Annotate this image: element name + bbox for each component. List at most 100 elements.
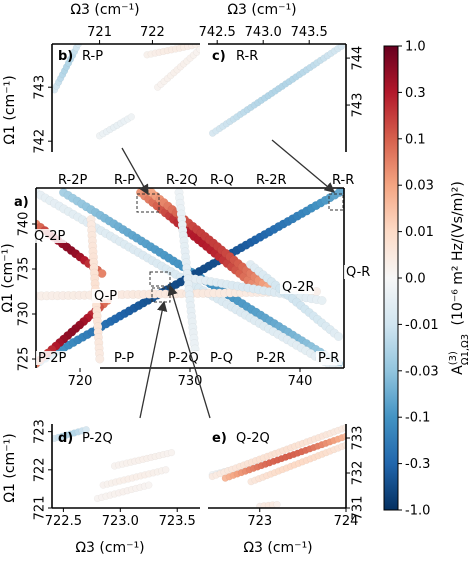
panel-a-ylabel: Ω1 (cm⁻¹) xyxy=(0,243,16,312)
colorbar-tick-label: -1.0 xyxy=(405,504,430,519)
panel-d-label: d) xyxy=(58,431,73,446)
panel-a-ytick-label: 740 xyxy=(17,212,32,237)
zoom-arrow xyxy=(139,300,168,419)
panel-a-xtick-label: 740 xyxy=(288,374,313,389)
region-label-bg xyxy=(344,265,370,279)
panel-c-xtick-label: 743.5 xyxy=(291,25,328,40)
panel-c-label: c) xyxy=(212,49,226,64)
panel-d-ylabel: Ω1 (cm⁻¹) xyxy=(2,433,18,502)
region-label-bg xyxy=(254,351,288,365)
panel-a-region-label: P-R xyxy=(318,351,339,366)
region-label-bg xyxy=(316,351,342,365)
region-label-bg xyxy=(56,173,90,187)
colorbar-tick-label: -0.1 xyxy=(405,411,430,426)
panel-a-region-label: P-Q xyxy=(210,351,233,366)
scatter-point-a-s11 xyxy=(334,332,344,342)
colorbar-tick-label: -0.03 xyxy=(405,364,439,379)
panel-a-ytick-label: 735 xyxy=(17,257,32,282)
panel-d-ytick-label: 722 xyxy=(33,457,48,482)
region-label-bg xyxy=(32,229,66,243)
colorbar-gradient xyxy=(383,45,399,511)
zoom-arrow xyxy=(121,147,149,196)
colorbar-tick-label: 1.0 xyxy=(405,40,426,55)
scatter-point-d-s3 xyxy=(145,481,153,489)
region-label-bg xyxy=(166,351,200,365)
panel-c-xtick-label: 743.0 xyxy=(245,25,282,40)
zoom-box xyxy=(328,193,344,211)
region-label-bg xyxy=(92,289,118,303)
panel-a-region-label: R-P xyxy=(114,173,135,188)
region-label-bg xyxy=(208,173,234,187)
panel-a-xtick-label: 730 xyxy=(178,374,203,389)
scatter-point-b-s3 xyxy=(127,113,135,121)
scatter-point-e-s3 xyxy=(342,441,346,449)
panel-b-xlabel: Ω3 (cm⁻¹) xyxy=(70,2,139,18)
zoom-box xyxy=(149,271,171,287)
scatter-point-a-s7 xyxy=(95,354,105,364)
panel-a-region-label: Q-R xyxy=(346,265,370,280)
panel-d-points xyxy=(52,426,176,503)
scatter-point-a-s1 xyxy=(334,365,343,368)
scatter-point-e-s4 xyxy=(273,500,281,508)
panel-a-region-label: P-P xyxy=(114,351,134,366)
colorbar: 1.0 0.3 0.1 0.03 0.01 0.0 -0.01 -0.03 -0.1 -0.3 -1… xyxy=(383,40,471,519)
region-label-bg xyxy=(36,351,70,365)
colorbar-tick-label: -0.3 xyxy=(405,457,430,472)
panel-a-label: a) xyxy=(14,195,29,210)
region-label-bg xyxy=(254,173,288,187)
scatter-point-c-s0 xyxy=(337,44,345,50)
scatter-point-a-s2 xyxy=(339,188,344,195)
colorbar-tick-label: 0.01 xyxy=(405,225,434,240)
panel-e-ytick-label: 731 xyxy=(351,496,366,521)
scatter-point-b-s0 xyxy=(74,44,82,48)
panel-c-ytick-label: 743 xyxy=(351,93,366,118)
region-label-bg xyxy=(208,351,234,365)
panel-d-xtick-label: 722.5 xyxy=(45,514,82,529)
panel-a-region-label: R-Q xyxy=(210,173,234,188)
panel-d-xtick-label: 723.0 xyxy=(102,514,139,529)
panel-e-ytick-label: 732 xyxy=(351,461,366,486)
panel-c-ytick-label: 744 xyxy=(351,46,366,71)
scatter-points-layer xyxy=(36,44,346,508)
panel-a-ytick-label: 725 xyxy=(17,347,32,372)
panel-b-xtick-label: 722 xyxy=(140,25,165,40)
zoom-arrow xyxy=(167,284,211,419)
panel-e-xtick-label: 724 xyxy=(334,514,359,529)
panel-b-ytick-label: 743 xyxy=(33,75,48,100)
panel-b-ytick-label: 742 xyxy=(33,129,48,154)
region-label-bg xyxy=(112,173,138,187)
panel-e-label: e) xyxy=(212,431,227,446)
panel-a-region-label: R-2Q xyxy=(166,173,198,188)
scatter-point-d-s1 xyxy=(167,449,176,457)
colorbar-tick-label: 0.0 xyxy=(405,272,426,287)
scatter-point-e-s1 xyxy=(342,424,346,432)
panel-e-xlabel: Ω3 (cm⁻¹) xyxy=(243,540,312,556)
panel-c-region-label: R-R xyxy=(236,49,258,64)
panel-c-points xyxy=(209,44,345,137)
scatter-point-a-s9 xyxy=(317,296,327,306)
panel-b-points xyxy=(52,44,200,140)
panel-d-ytick-label: 723 xyxy=(33,419,48,444)
panel-b-region-label: R-P xyxy=(82,49,103,64)
colorbar-label: A(3)Ω1,Ω3 (10⁻⁶ m² Hz/(Vs/m)²) xyxy=(448,181,471,375)
colorbar-tick-label: 0.3 xyxy=(405,86,426,101)
panel-a-region-label: R-2R xyxy=(256,173,287,188)
panel-d-xlabel: Ω3 (cm⁻¹) xyxy=(75,540,144,556)
panel-c-xtick-label: 742.5 xyxy=(199,25,236,40)
axes-layer: 720 730 740 725 730 735 740 a) 721 722 742 743 b) R-P… xyxy=(0,2,370,556)
colorbar-tick-label: -0.01 xyxy=(405,318,439,333)
panel-a-region-label: P-2R xyxy=(256,351,286,366)
panel-e-xtick-label: 723 xyxy=(247,514,272,529)
panel-a-region-label: R-2P xyxy=(58,173,87,188)
panel-d-region-label: P-2Q xyxy=(82,431,113,446)
colorbar-tick-label: 0.1 xyxy=(405,132,426,147)
panel-a-region-label: P-2P xyxy=(38,351,67,366)
region-label-bg xyxy=(280,280,314,294)
region-label-bg xyxy=(164,173,198,187)
panel-d-xtick-label: 723.5 xyxy=(159,514,196,529)
panel-a-region-label: Q-2P xyxy=(34,229,66,244)
scatter-point-d-s0 xyxy=(82,426,90,434)
region-label-bg xyxy=(330,173,356,187)
scatter-point-a-s5 xyxy=(97,269,107,279)
